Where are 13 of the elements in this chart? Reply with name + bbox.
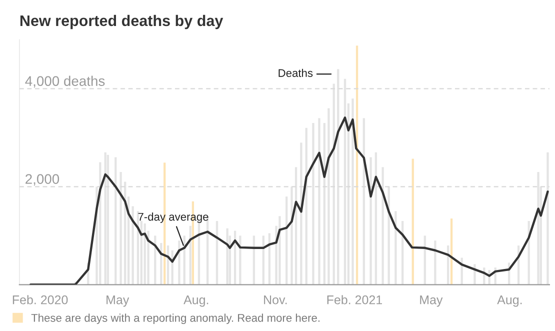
chart-title: New reported deaths by day xyxy=(20,14,224,30)
y-tick-label: 4,000 deaths xyxy=(25,76,105,88)
x-tick-label: Nov. xyxy=(264,296,287,304)
x-tick-label: Aug. xyxy=(184,296,208,307)
x-tick-label: Feb. 2020 xyxy=(12,295,68,304)
y-tick-label: 2,000 xyxy=(26,174,60,186)
x-tick-label: May xyxy=(420,296,443,307)
x-tick-label: Aug. xyxy=(497,296,522,307)
legend-label: These are days with a reporting anomaly. Read more here. xyxy=(31,314,320,324)
annotation: 7-day average xyxy=(138,212,208,223)
x-tick-label: Feb. 2021 xyxy=(327,295,382,304)
x-tick-label: May xyxy=(106,296,130,307)
annotation: Deaths xyxy=(278,68,313,77)
